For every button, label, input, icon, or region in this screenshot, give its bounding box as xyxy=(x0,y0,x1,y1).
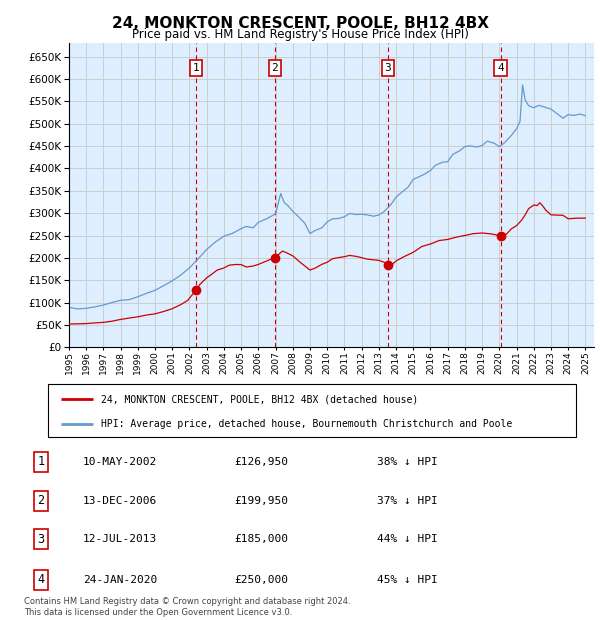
Text: 3: 3 xyxy=(385,63,391,73)
Text: 38% ↓ HPI: 38% ↓ HPI xyxy=(377,457,438,467)
Text: 24, MONKTON CRESCENT, POOLE, BH12 4BX (detached house): 24, MONKTON CRESCENT, POOLE, BH12 4BX (d… xyxy=(101,394,418,404)
Text: 2: 2 xyxy=(37,494,44,507)
Text: 13-DEC-2006: 13-DEC-2006 xyxy=(83,495,157,506)
Text: Price paid vs. HM Land Registry's House Price Index (HPI): Price paid vs. HM Land Registry's House … xyxy=(131,28,469,41)
Text: 3: 3 xyxy=(37,533,44,546)
Text: £185,000: £185,000 xyxy=(234,534,288,544)
Text: HPI: Average price, detached house, Bournemouth Christchurch and Poole: HPI: Average price, detached house, Bour… xyxy=(101,419,512,429)
Text: 10-MAY-2002: 10-MAY-2002 xyxy=(83,457,157,467)
Text: Contains HM Land Registry data © Crown copyright and database right 2024.
This d: Contains HM Land Registry data © Crown c… xyxy=(24,598,350,617)
Text: 1: 1 xyxy=(193,63,199,73)
Text: 45% ↓ HPI: 45% ↓ HPI xyxy=(377,575,438,585)
FancyBboxPatch shape xyxy=(48,384,576,437)
Text: £126,950: £126,950 xyxy=(234,457,288,467)
Text: 4: 4 xyxy=(497,63,504,73)
Text: 37% ↓ HPI: 37% ↓ HPI xyxy=(377,495,438,506)
Text: 24, MONKTON CRESCENT, POOLE, BH12 4BX: 24, MONKTON CRESCENT, POOLE, BH12 4BX xyxy=(112,16,488,30)
Text: £199,950: £199,950 xyxy=(234,495,288,506)
Text: 4: 4 xyxy=(37,574,44,586)
Text: 2: 2 xyxy=(271,63,278,73)
Text: 1: 1 xyxy=(37,456,44,468)
Text: £250,000: £250,000 xyxy=(234,575,288,585)
Text: 44% ↓ HPI: 44% ↓ HPI xyxy=(377,534,438,544)
Text: 24-JAN-2020: 24-JAN-2020 xyxy=(83,575,157,585)
Text: 12-JUL-2013: 12-JUL-2013 xyxy=(83,534,157,544)
